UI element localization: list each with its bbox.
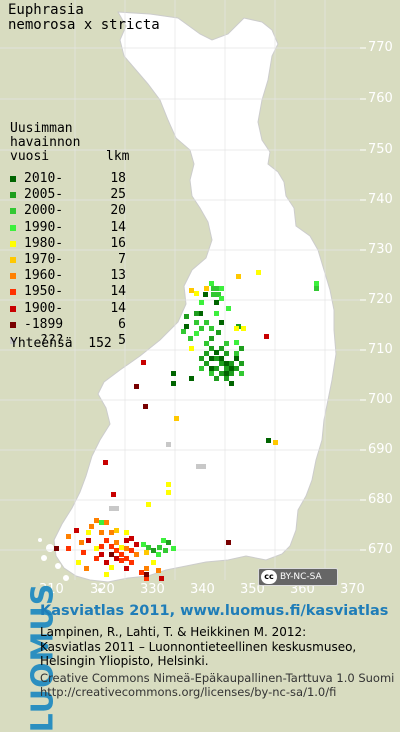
legend: 2010- 18 2005- 25 2000- 20 1990- 14 1980- 16 … [10, 171, 126, 349]
x-tick-label: 370 [340, 582, 365, 597]
legend-header-count: lkm [106, 149, 130, 164]
atlas-title-link[interactable]: Kasviatlas 2011, www.luomus.fi/kasviatla… [40, 603, 389, 619]
legend-total-label: Yhteensä [10, 336, 73, 351]
y-tick-label: 710 [368, 342, 393, 357]
cc-license-badge[interactable]: cc BY-NC-SA [258, 568, 338, 586]
legend-count: 16 [110, 235, 126, 251]
legend-year: -1899 [24, 316, 64, 332]
distribution-map [0, 0, 366, 592]
legend-row: 1900- 14 [10, 301, 126, 317]
legend-count: 25 [110, 187, 126, 203]
citation-line1: Lampinen, R., Lahti, T. & Heikkinen M. 2… [40, 625, 307, 639]
legend-row: 2000- 20 [10, 203, 126, 219]
legend-total: Yhteensä 152 [10, 336, 112, 351]
observation-squares [54, 270, 319, 581]
legend-swatch [10, 305, 16, 312]
legend-header-line1: Uusimman [10, 121, 73, 136]
legend-swatch [10, 240, 16, 247]
x-tick-label: 310 [39, 582, 64, 597]
license-line1: Creative Commons Nimeä-Epäkaupallinen-Ta… [40, 671, 395, 685]
legend-year: 1970- [24, 251, 64, 267]
legend-row: 2005- 25 [10, 187, 126, 203]
legend-year: 1990- [24, 219, 64, 235]
legend-swatch [10, 337, 16, 344]
legend-row: ??? 5 [10, 333, 126, 349]
y-tick-label: 720 [368, 292, 393, 307]
y-tick-label: 750 [368, 142, 393, 157]
legend-year: 1950- [24, 284, 64, 300]
legend-row: 1950- 14 [10, 284, 126, 300]
legend-swatch [10, 208, 16, 215]
legend-year: 1900- [24, 300, 64, 316]
legend-year: ??? [40, 332, 64, 348]
species-title-line1: Euphrasia [8, 2, 84, 18]
legend-swatch [10, 192, 16, 199]
legend-row: 1960- 13 [10, 268, 126, 284]
legend-row: 1990- 14 [10, 220, 126, 236]
legend-row: 1980- 16 [10, 236, 126, 252]
license-text: Creative Commons Nimeä-Epäkaupallinen-Ta… [40, 671, 395, 699]
legend-swatch [10, 176, 16, 183]
legend-count: 14 [110, 219, 126, 235]
y-tick-label: 760 [368, 91, 393, 106]
legend-year: 1960- [24, 268, 64, 284]
legend-count: 13 [110, 268, 126, 284]
finland-outline [53, 11, 337, 583]
legend-count: 14 [110, 300, 126, 316]
y-tick-label: 730 [368, 242, 393, 257]
legend-row: 2010- 18 [10, 171, 126, 187]
citation: Lampinen, R., Lahti, T. & Heikkinen M. 2… [40, 625, 356, 669]
legend-swatch [10, 257, 16, 264]
legend-header-year: vuosi [10, 149, 50, 164]
y-tick-label: 690 [368, 442, 393, 457]
legend-year: 2005- [24, 187, 64, 203]
legend-swatch [10, 289, 16, 296]
legend-swatch [10, 224, 16, 231]
legend-year: 2010- [24, 171, 64, 186]
legend-swatch [10, 273, 16, 280]
legend-header-line2: havainnon [10, 135, 81, 150]
grid-lines [0, 0, 360, 580]
citation-line2: Kasviatlas 2011 – Luonnontieteellinen ke… [40, 639, 357, 654]
citation-line3: Helsingin Yliopisto, Helsinki. [40, 654, 209, 668]
y-tick-label: 700 [368, 392, 393, 407]
x-tick-label: 340 [190, 582, 215, 597]
legend-count: 14 [110, 284, 126, 300]
cc-icon: cc [261, 570, 277, 584]
legend-count: 5 [118, 332, 126, 348]
y-tick-marks [360, 47, 366, 551]
archipelago [38, 538, 102, 592]
legend-year: 1980- [24, 235, 64, 251]
license-url[interactable]: http://creativecommons.org/licenses/by-n… [40, 684, 337, 699]
legend-swatch [10, 321, 16, 328]
y-tick-label: 770 [368, 40, 393, 55]
footer [0, 600, 400, 702]
y-tick-label: 740 [368, 192, 393, 207]
cc-badge-text: BY-NC-SA [280, 572, 322, 582]
legend-count: 18 [110, 171, 126, 186]
legend-count: 20 [110, 203, 126, 219]
legend-year: 2000- [24, 203, 64, 219]
legend-row: 1970- 7 [10, 252, 126, 268]
x-tick-label: 320 [90, 582, 115, 597]
species-title-line2: nemorosa x stricta [8, 17, 160, 33]
y-tick-label: 670 [368, 542, 393, 557]
legend-header: Uusimman havainnon vuosi lkm [10, 122, 129, 164]
legend-count: 6 [118, 316, 126, 332]
legend-row: -1899 6 [10, 317, 126, 333]
legend-total-count: 152 [88, 336, 112, 351]
x-tick-label: 330 [140, 582, 165, 597]
legend-count: 7 [118, 251, 126, 267]
y-tick-label: 680 [368, 492, 393, 507]
